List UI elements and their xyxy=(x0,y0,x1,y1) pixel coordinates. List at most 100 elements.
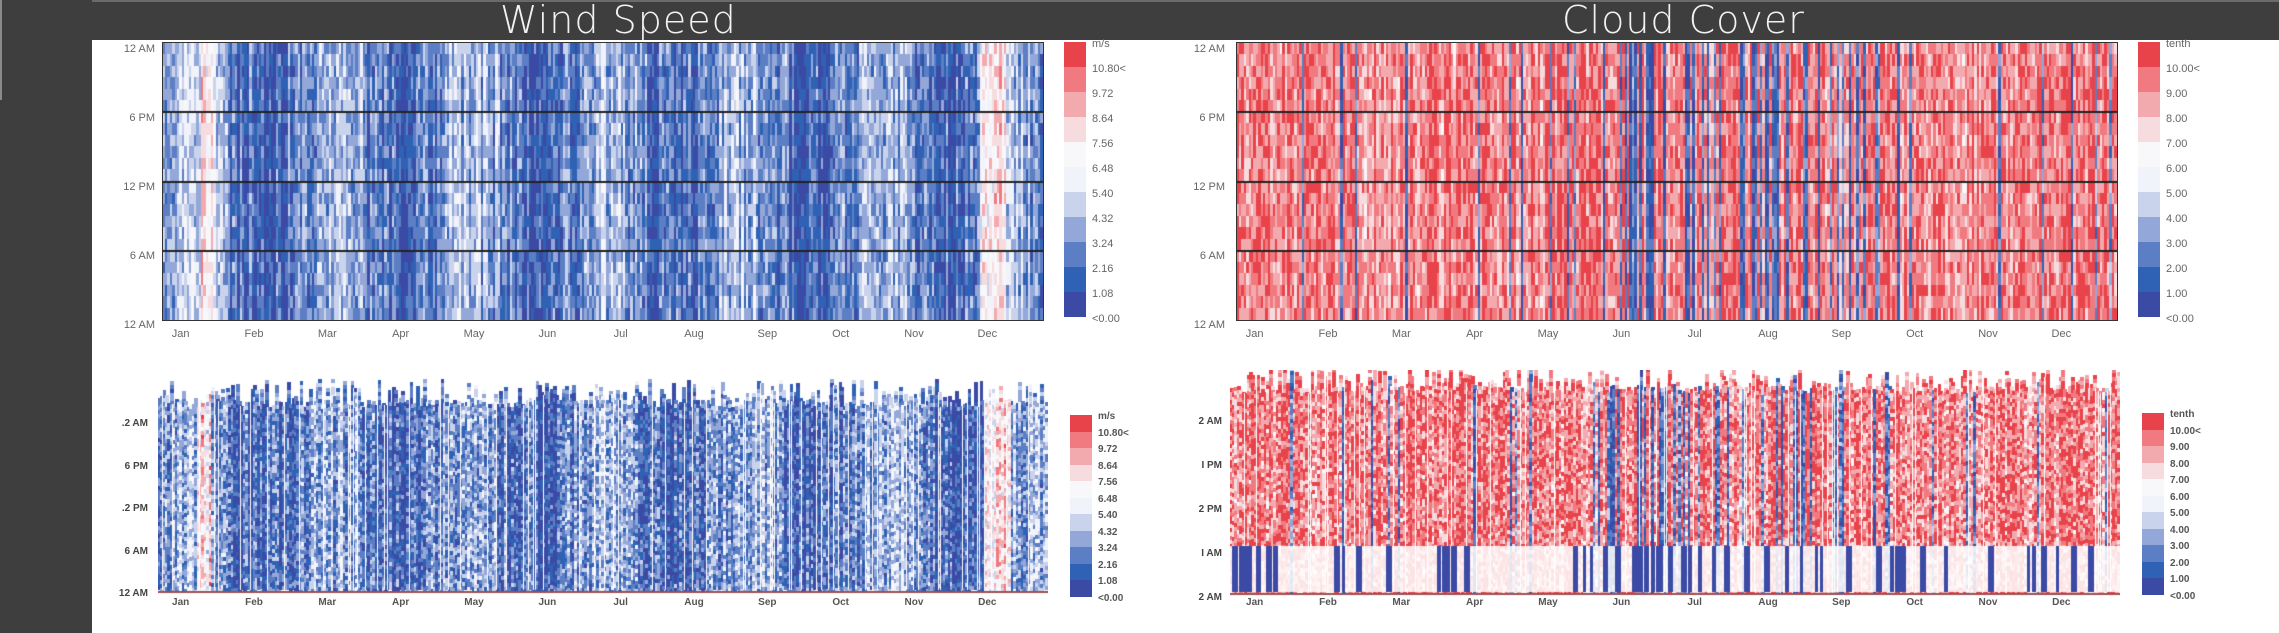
legend-label: 7.00 xyxy=(2170,475,2190,486)
x-tick-label: Nov xyxy=(904,328,924,340)
x-tick-label: Jun xyxy=(538,597,557,608)
legend-label: 3.24 xyxy=(1092,238,1114,250)
x-tick-label: Dec xyxy=(978,597,997,608)
legend-label: 6.00 xyxy=(2170,491,2190,503)
y-tick-label: .2 PM xyxy=(121,503,148,514)
legend-label: 2.16 xyxy=(1092,263,1114,275)
legend-swatch xyxy=(2142,512,2164,529)
legend-label: 10.80< xyxy=(1098,427,1129,439)
legend-swatch xyxy=(2142,479,2164,496)
legend-label: 9.72 xyxy=(1098,444,1118,455)
legend-swatch xyxy=(1070,514,1092,531)
legend-label: 8.00 xyxy=(2170,458,2190,470)
legend-label: <0.00 xyxy=(2170,590,2196,602)
legend-swatch xyxy=(2142,462,2164,479)
x-tick-label: Feb xyxy=(244,328,264,340)
top-border xyxy=(92,0,2279,2)
y-tick-label: 2 AM xyxy=(1198,592,1222,603)
legend-swatch xyxy=(2138,92,2160,117)
wind-speed-heatmap xyxy=(162,42,1044,321)
x-tick-label: May xyxy=(463,328,485,340)
legend-swatch xyxy=(2142,429,2164,446)
cloud-cover-3d-plot xyxy=(1230,370,2120,596)
x-tick-label: Sep xyxy=(1831,328,1852,340)
legend-label: 9.72 xyxy=(1092,88,1114,100)
legend-label: 4.00 xyxy=(2170,524,2190,536)
legend-swatch xyxy=(1064,42,1086,67)
x-tick-label: Jul xyxy=(1687,597,1702,608)
x-tick-label: Feb xyxy=(1318,328,1338,340)
legend-swatch xyxy=(2138,217,2160,242)
legend-label: 9.00 xyxy=(2170,442,2190,453)
y-tick-label: 12 AM xyxy=(118,588,148,599)
x-tick-label: May xyxy=(464,597,484,608)
x-tick-label: Nov xyxy=(1978,597,1998,608)
x-tick-label: Sep xyxy=(758,597,777,608)
y-tick-label: 2 AM xyxy=(1198,416,1222,427)
legend-swatch xyxy=(2138,42,2160,67)
legend-swatch xyxy=(2138,242,2160,267)
x-tick-label: Oct xyxy=(1906,597,1923,608)
legend-label: 8.00 xyxy=(2166,113,2188,125)
x-tick-label: Nov xyxy=(1978,328,1998,340)
x-tick-label: Sep xyxy=(1832,597,1851,608)
legend-label: 5.00 xyxy=(2170,508,2190,519)
legend-swatch xyxy=(1070,547,1092,564)
legend-swatch xyxy=(2142,495,2164,512)
x-tick-label: Sep xyxy=(757,328,778,340)
y-tick-label: 2 PM xyxy=(1198,504,1222,515)
legend-label: 9.00 xyxy=(2166,88,2188,100)
legend-unit: tenth xyxy=(2170,409,2195,420)
y-tick-label: I PM xyxy=(1201,460,1222,471)
x-tick-label: Apr xyxy=(1466,328,1484,340)
wind-speed-3d-plot xyxy=(158,368,1048,594)
x-tick-label: Jan xyxy=(1246,597,1264,608)
legend-swatch xyxy=(1064,117,1086,142)
legend-swatch xyxy=(1070,481,1092,498)
legend-label: 4.32 xyxy=(1098,526,1118,538)
x-tick-label: Oct xyxy=(1906,328,1924,340)
legend-label: 6.00 xyxy=(2166,163,2188,175)
x-tick-label: Aug xyxy=(1758,597,1778,608)
x-tick-label: Jul xyxy=(1687,328,1702,340)
legend-label: 10.80< xyxy=(1092,63,1126,75)
legend-swatch xyxy=(2138,192,2160,217)
legend-label: 1.08 xyxy=(1092,288,1114,300)
x-tick-label: Mar xyxy=(1392,597,1411,608)
legend-swatch xyxy=(1070,530,1092,547)
legend-swatch xyxy=(1064,142,1086,167)
legend-label: 8.64 xyxy=(1092,113,1114,125)
legend-swatch xyxy=(2142,446,2164,463)
x-tick-label: Jan xyxy=(171,328,190,340)
legend-swatch xyxy=(1070,497,1092,514)
y-tick-label: 6 AM xyxy=(129,250,155,262)
legend-swatch xyxy=(1070,448,1092,465)
x-tick-label: May xyxy=(1538,597,1558,608)
legend-swatch xyxy=(1064,267,1086,292)
cloud-cover-title: Cloud Cover xyxy=(1562,0,1805,42)
legend-label: 2.00 xyxy=(2166,263,2188,275)
x-tick-label: Oct xyxy=(832,597,849,608)
x-tick-label: Jun xyxy=(1612,597,1631,608)
legend-swatch xyxy=(1070,563,1092,580)
legend-unit: m/s xyxy=(1092,38,1110,50)
legend-swatch xyxy=(1064,217,1086,242)
legend-label: 7.56 xyxy=(1098,477,1118,488)
legend-label: 3.00 xyxy=(2170,541,2190,552)
legend-label: 6.48 xyxy=(1098,493,1118,505)
x-tick-label: Apr xyxy=(1466,597,1484,608)
x-tick-label: Jan xyxy=(1245,328,1264,340)
legend-label: <0.00 xyxy=(1092,313,1120,325)
legend-label: 5.40 xyxy=(1092,188,1114,200)
legend-label: 2.16 xyxy=(1098,559,1118,571)
legend-label: 4.00 xyxy=(2166,213,2188,225)
wind-speed-title: Wind Speed xyxy=(500,0,737,42)
legend-swatch xyxy=(1070,415,1092,432)
y-tick-label: 6 PM xyxy=(124,460,148,472)
x-tick-label: Apr xyxy=(392,597,410,608)
x-tick-label: Dec xyxy=(977,328,998,340)
legend-swatch xyxy=(2138,292,2160,317)
legend-unit: m/s xyxy=(1098,411,1116,422)
y-tick-label: .2 AM xyxy=(121,418,148,429)
x-tick-label: Dec xyxy=(2052,597,2071,608)
